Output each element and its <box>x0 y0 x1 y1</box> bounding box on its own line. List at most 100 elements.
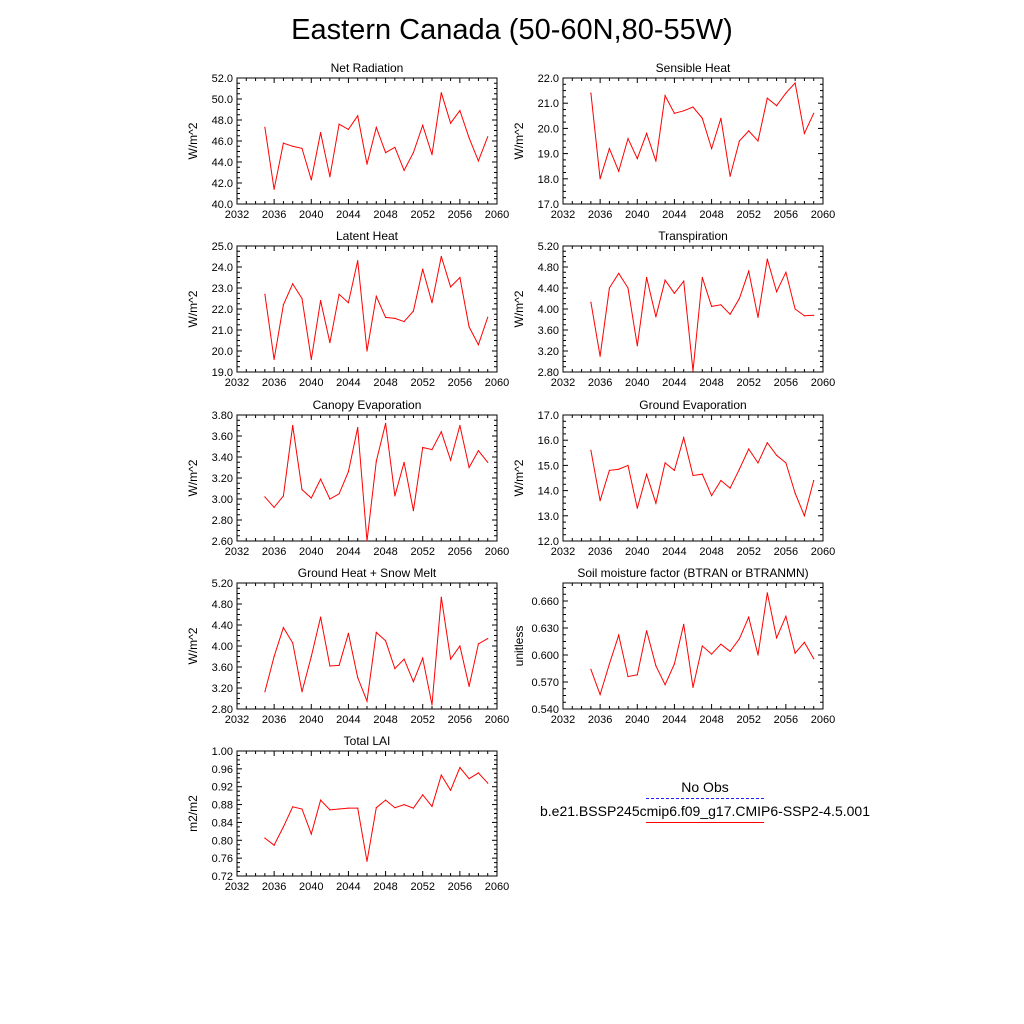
chart-panel: Total LAI m2/m2 2032 2036 2040 2044 2048 2052 20… <box>186 734 509 893</box>
data-point <box>412 152 414 154</box>
data-point <box>477 643 479 645</box>
data-point <box>431 704 433 706</box>
data-point <box>301 147 303 149</box>
data-point <box>329 176 331 178</box>
legend-swatch-model <box>646 822 764 823</box>
legend-swatch-obs <box>646 798 764 799</box>
data-point <box>646 276 648 279</box>
data-point <box>692 370 694 372</box>
y-tick-label: 19.0 <box>538 149 559 161</box>
panel-title: Latent Heat <box>336 229 399 243</box>
data-point <box>692 474 694 477</box>
data-point <box>329 342 331 344</box>
data-point <box>683 623 685 626</box>
data-point <box>450 789 452 791</box>
data-point <box>375 631 377 634</box>
data-point <box>776 637 778 639</box>
data-point <box>785 271 787 273</box>
data-point <box>459 110 461 112</box>
data-point <box>468 466 470 469</box>
data-point <box>776 105 778 107</box>
data-point <box>320 300 322 302</box>
y-tick-label: 0.76 <box>212 853 233 865</box>
data-point <box>320 616 322 618</box>
x-tick-label: 2040 <box>625 714 649 726</box>
data-point <box>403 658 405 660</box>
y-tick-label: 3.40 <box>212 452 233 464</box>
y-tick-label: 17.0 <box>538 199 559 211</box>
data-point <box>450 658 452 660</box>
legend: No Obs b.e21.BSSP245cmip6.f09_g17.CMIP6-… <box>540 778 870 826</box>
data-point <box>282 495 284 497</box>
y-tick-label: 2.80 <box>212 515 233 527</box>
x-tick-label: 2032 <box>551 209 575 221</box>
panel-title: Sensible Heat <box>656 61 731 75</box>
data-point <box>431 449 433 451</box>
y-tick-label: 3.20 <box>212 683 233 695</box>
data-point <box>273 358 275 360</box>
panel-title: Total LAI <box>344 734 391 748</box>
y-tick-label: 4.00 <box>538 304 559 316</box>
y-tick-label: 23.0 <box>212 283 233 295</box>
data-point <box>282 627 284 629</box>
data-point <box>347 807 349 809</box>
y-tick-label: 15.0 <box>538 460 559 472</box>
data-point <box>329 809 331 811</box>
x-tick-label: 2048 <box>373 209 397 221</box>
data-point <box>748 616 750 618</box>
data-point <box>320 799 322 801</box>
data-point <box>748 130 750 132</box>
series-line <box>590 435 815 518</box>
data-point <box>310 497 312 499</box>
legend-label-model: b.e21.BSSP245cmip6.f09_g17.CMIP6-SSP2-4.… <box>540 803 870 819</box>
chart-panel: Sensible Heat W/m^2 2032 2036 2040 2044 2048 20… <box>512 61 835 221</box>
data-point <box>347 471 349 473</box>
data-point <box>450 286 452 288</box>
x-tick-label: 2052 <box>410 714 434 726</box>
y-tick-label: 5.20 <box>538 241 559 253</box>
data-point <box>385 640 387 642</box>
data-point <box>757 140 759 142</box>
data-point <box>608 469 611 471</box>
y-axis-label: W/m^2 <box>186 459 200 496</box>
x-tick-label: 2060 <box>811 209 835 221</box>
data-point <box>422 794 424 796</box>
data-point <box>776 454 778 456</box>
data-point <box>711 495 713 497</box>
data-point <box>477 344 479 346</box>
x-tick-label: 2032 <box>551 714 575 726</box>
x-tick-label: 2044 <box>336 209 360 221</box>
data-point <box>468 137 470 139</box>
data-point <box>477 772 479 774</box>
x-tick-label: 2052 <box>410 881 434 893</box>
y-tick-label: 18.0 <box>538 174 559 186</box>
legend-entry-model: b.e21.BSSP245cmip6.f09_g17.CMIP6-SSP2-4.… <box>540 802 870 826</box>
data-point <box>403 169 405 171</box>
figure-title: Eastern Canada (50-60N,80-55W) <box>291 14 733 46</box>
y-tick-label: 2.60 <box>212 536 233 548</box>
data-point <box>301 808 303 810</box>
data-point <box>440 255 442 258</box>
data-point <box>608 148 611 150</box>
x-tick-label: 2056 <box>774 377 798 389</box>
data-point <box>329 665 331 667</box>
data-point <box>264 293 266 295</box>
data-point <box>729 650 731 653</box>
y-tick-label: 3.80 <box>212 410 233 422</box>
data-point <box>794 492 796 494</box>
y-axis-label: W/m^2 <box>186 290 200 327</box>
legend-label-obs: No Obs <box>681 779 729 795</box>
data-point <box>813 314 815 316</box>
data-point <box>683 437 685 439</box>
x-tick-label: 2056 <box>774 714 798 726</box>
data-point <box>664 684 666 686</box>
data-point <box>711 305 713 307</box>
data-point <box>385 152 387 154</box>
data-point <box>720 304 722 306</box>
x-tick-label: 2048 <box>373 546 397 558</box>
y-tick-label: 40.0 <box>212 199 233 211</box>
data-point <box>292 424 294 427</box>
chart-panel: Latent Heat W/m^2 2032 2036 2040 2044 2048 2052… <box>186 229 509 389</box>
y-tick-label: 19.0 <box>212 367 233 379</box>
y-tick-label: 21.0 <box>538 98 559 110</box>
